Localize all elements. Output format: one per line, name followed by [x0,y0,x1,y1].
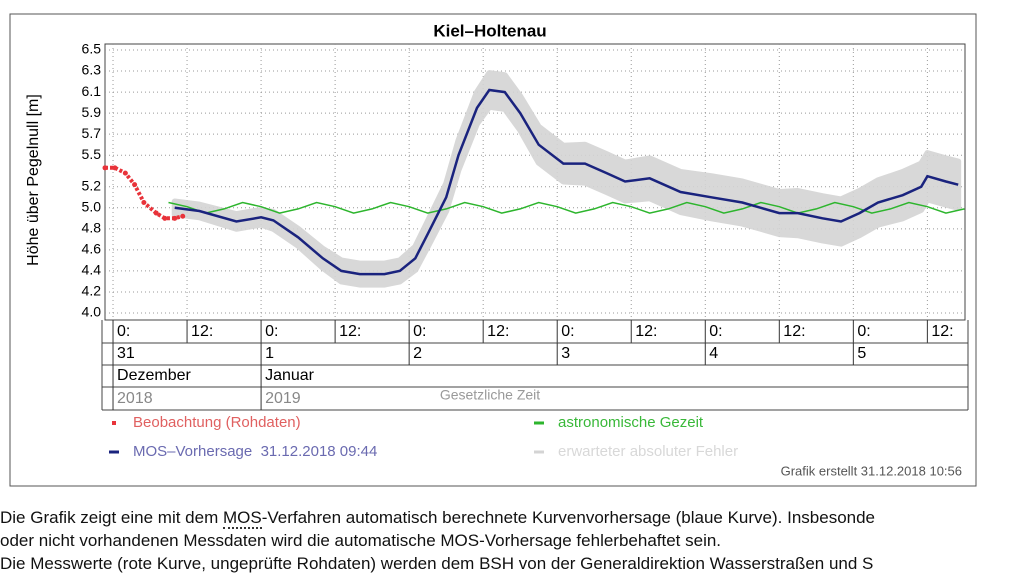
x-tick-label: 0: [709,323,722,340]
x-tick-label: 12: [487,323,509,340]
description-line: Die Grafik zeigt eine mit dem MOS-Verfah… [0,506,1024,529]
y-tick-label: 4.4 [82,262,102,278]
day-label: 2 [413,345,422,362]
text: Die Grafik zeigt eine mit dem [0,508,223,527]
y-tick-label: 6.1 [82,83,102,99]
observation-point [102,165,108,171]
y-tick-label: 6.5 [82,41,102,57]
observation-point [132,182,138,188]
series-line [105,165,184,221]
observation-point [172,215,178,221]
month-label: Januar [265,367,315,384]
legend-label: erwarteter absoluter Fehler [558,443,738,460]
chart-frame [9,13,977,487]
x-tick-label: 0: [561,323,574,340]
day-label: 4 [709,345,718,362]
legend-swatch [112,421,116,425]
x-tick-label: 12: [783,323,805,340]
x-tick-label: 12: [191,323,213,340]
observation-point [141,200,147,206]
day-label: 5 [857,345,866,362]
observation-point [112,165,118,171]
series-line [174,88,959,276]
x-tick-label: 12: [339,323,361,340]
legend-label: Beobachtung (Rohdaten) [133,414,301,431]
y-tick-label: 4.0 [82,304,102,320]
month-label: Dezember [117,367,191,384]
y-tick-label: 5.2 [82,177,102,193]
error-band [171,70,962,288]
day-label: 3 [561,345,570,362]
series-line [168,201,965,214]
y-tick-label: 5.5 [82,146,102,162]
legend-label: MOS–Vorhersage 31.12.2018 09:44 [133,443,377,460]
year-label: 2019 [265,390,301,407]
time-note: Gesetzliche Zeit [440,387,540,403]
day-label: 1 [265,345,274,362]
x-tick-label: 0: [117,323,130,340]
chart-title: Kiel–Holtenau [433,21,546,40]
x-tick-label: 12: [635,323,657,340]
observation-point [122,170,128,176]
x-tick-label: 0: [413,323,426,340]
x-tick-label: 0: [265,323,278,340]
y-tick-label: 5.7 [82,125,102,141]
observation-point [162,215,168,221]
text: -Verfahren automatisch berechnete Kurven… [261,508,876,527]
legend-area [102,410,968,466]
footer: Grafik erstellt 31.12.2018 10:56 [781,463,962,478]
description: Die Grafik zeigt eine mit dem MOS-Verfah… [0,506,1024,575]
observation-point [153,210,159,216]
y-tick-label: 4.2 [82,283,102,299]
abbreviation[interactable]: MOS [222,508,262,529]
observation-point [180,213,186,219]
y-tick-label: 4.6 [82,241,102,257]
y-tick-label: 4.8 [82,220,102,236]
y-tick-label: 6.3 [82,62,102,78]
description-line: oder nicht vorhandenen Messdaten wird di… [0,531,722,550]
y-tick-label: 5.0 [82,199,102,215]
y-tick-label: 5.9 [82,104,102,120]
x-tick-label: 0: [857,323,870,340]
chart: Kiel–Holtenau Höhe über Pegelnull [m] 4.… [9,13,977,487]
description-line: Die Messwerte (rote Kurve, ungeprüfte Ro… [0,554,874,573]
year-label: 2018 [117,390,153,407]
legend-label: astronomische Gezeit [558,414,704,431]
day-label: 31 [117,345,135,362]
y-axis-label: Höhe über Pegelnull [m] [25,94,42,266]
x-tick-label: 12: [931,323,953,340]
plot-area [104,43,966,321]
